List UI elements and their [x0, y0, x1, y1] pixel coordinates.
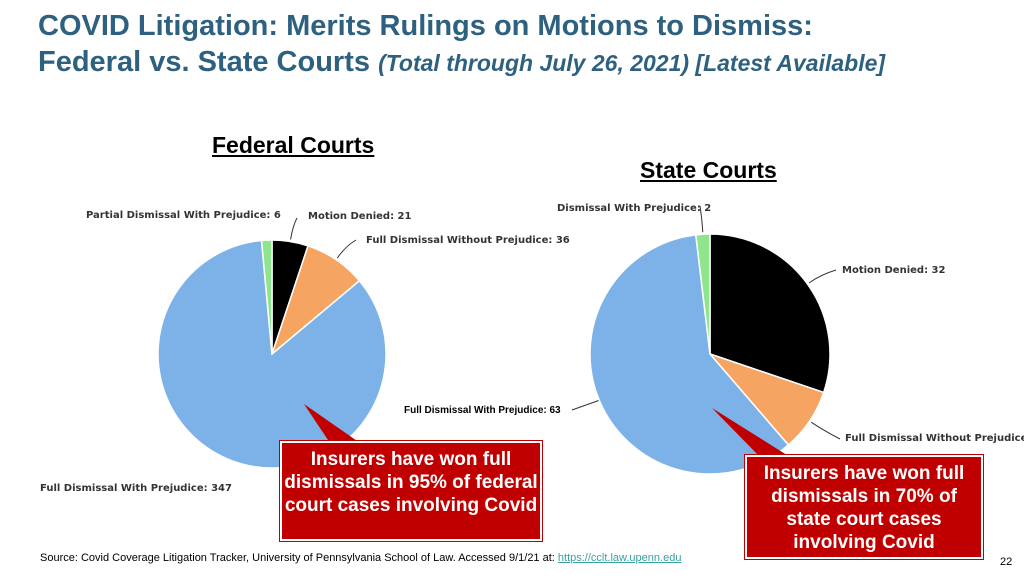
- federal-label-full-dismissal-with-prejudice: Full Dismissal With Prejudice: 347: [40, 483, 232, 494]
- state-callout-pointer: [712, 408, 790, 457]
- slide-title: COVID Litigation: Merits Rulings on Moti…: [38, 8, 1008, 81]
- state-slice-partial-dismissal-with-prejudice: [694, 233, 711, 355]
- federal-callout-pointer: [304, 404, 360, 443]
- federal-courts-heading: Federal Courts: [212, 132, 375, 158]
- federal-annotation: Full Dismissal With Prejudice: 63: [404, 405, 561, 416]
- state-label-full-dismissal-without-prejudice: Full Dismissal Without Prejudice: 9: [845, 433, 1024, 444]
- state-slice-motion-denied: [709, 233, 831, 394]
- state-label-partial-dismissal-with-prejudice: Dismissal With Prejudice: 2: [557, 203, 711, 214]
- source-note: Source: Covid Coverage Litigation Tracke…: [40, 552, 681, 564]
- federal-label-full-dismissal-without-prejudice: Full Dismissal Without Prejudice: 36: [366, 235, 570, 246]
- state-label-motion-denied: Motion Denied: 32: [842, 265, 946, 276]
- page-number: 22: [1000, 556, 1013, 568]
- federal-label-partial-dismissal-with-prejudice: Partial Dismissal With Prejudice: 6: [86, 210, 281, 221]
- title-line1: COVID Litigation: Merits Rulings on Moti…: [38, 10, 813, 42]
- state-courts-heading: State Courts: [640, 157, 777, 183]
- federal-label-motion-denied: Motion Denied: 21: [308, 211, 412, 222]
- title-line2: Federal vs. State Courts: [38, 46, 370, 78]
- state-leader-partial-dismissal-with-prejudice: [699, 205, 704, 233]
- title-subtitle: (Total through July 26, 2021) [Latest Av…: [378, 50, 886, 76]
- state-slice-full-dismissal-with-prejudice: [589, 234, 790, 475]
- state-leader-full-dismissal-without-prejudice: [810, 421, 841, 440]
- federal-slice-partial-dismissal-with-prejudice: [260, 239, 273, 355]
- federal-slice-full-dismissal-with-prejudice: [157, 239, 387, 469]
- source-link[interactable]: https://cclt.law.upenn.edu: [557, 552, 682, 564]
- federal-callout: Insurers have won full dismissals in 95%…: [280, 441, 542, 541]
- state-callout: Insurers have won full dismissals in 70%…: [745, 455, 983, 559]
- federal-leader-full-dismissal-without-prejudice: [336, 239, 357, 259]
- federal-annotation-leader: [571, 399, 601, 411]
- federal-leader-motion-denied: [290, 217, 298, 240]
- state-leader-motion-denied: [808, 269, 837, 284]
- source-text: Source: Covid Coverage Litigation Tracke…: [40, 552, 558, 564]
